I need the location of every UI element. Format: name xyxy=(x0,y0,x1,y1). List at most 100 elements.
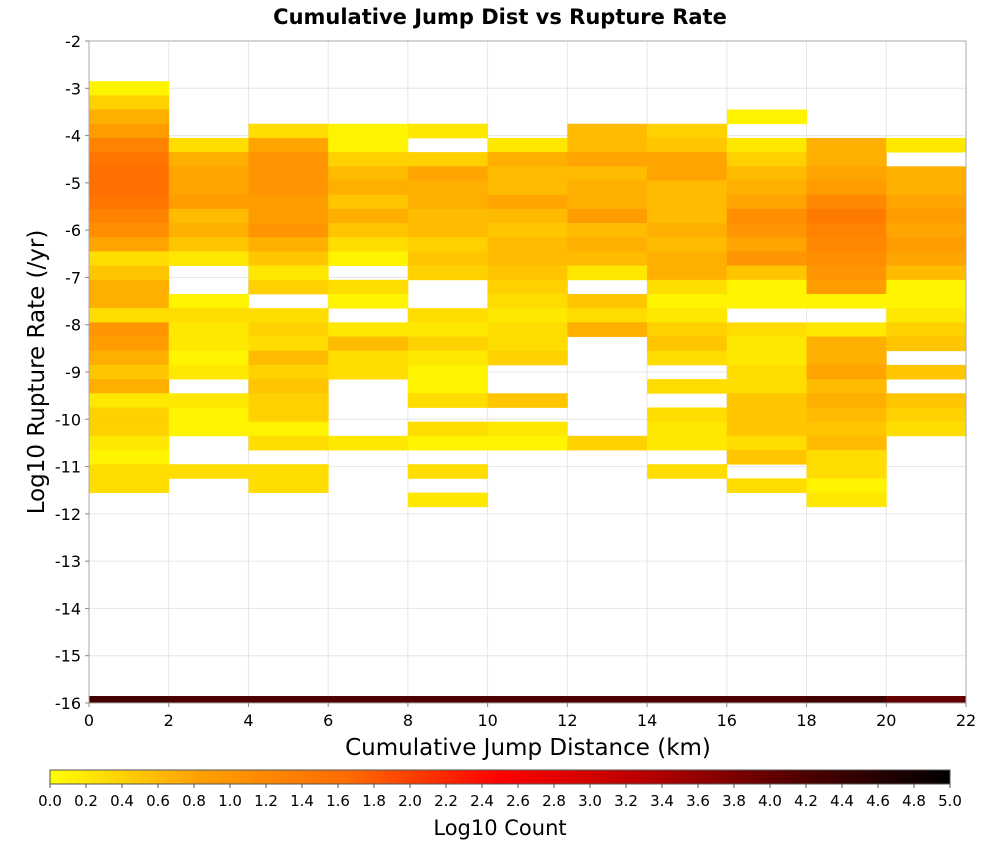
heatmap-cell xyxy=(487,293,568,309)
heatmap-cell xyxy=(487,421,568,437)
x-axis-label: Cumulative Jump Distance (km) xyxy=(345,735,711,761)
heatmap-cell xyxy=(168,180,249,196)
heatmap-cell xyxy=(328,435,409,451)
heatmap-cell xyxy=(328,123,409,139)
colorbar-tick-label: 0.4 xyxy=(110,792,134,810)
heatmap-cell xyxy=(248,379,329,394)
x-tick-label: 6 xyxy=(323,711,333,730)
heatmap-cell xyxy=(806,336,887,352)
colorbar-tick-label: 1.0 xyxy=(218,792,242,810)
heatmap-cell xyxy=(168,393,249,408)
heatmap-cell xyxy=(806,393,887,408)
heatmap-cell xyxy=(89,478,170,493)
colorbar-tick-label: 0.0 xyxy=(38,792,62,810)
heatmap-cell xyxy=(89,251,170,267)
heatmap-cell xyxy=(567,180,648,196)
y-tick-label: -11 xyxy=(55,458,81,477)
heatmap-cell xyxy=(567,308,648,323)
heatmap-cell xyxy=(806,223,887,238)
heatmap-cell xyxy=(328,237,409,252)
heatmap-cell xyxy=(407,421,489,437)
heatmap-cell xyxy=(647,322,728,337)
heatmap-cell xyxy=(248,152,329,167)
heatmap-cell xyxy=(248,336,329,352)
heatmap-cell xyxy=(647,223,728,238)
heatmap-cell xyxy=(328,364,409,380)
heatmap-cell xyxy=(647,251,728,267)
heatmap-cell xyxy=(886,322,967,337)
heatmap-cell xyxy=(248,421,329,437)
heatmap-cell xyxy=(248,322,329,337)
heatmap-cell xyxy=(89,293,170,309)
heatmap-cell xyxy=(248,279,329,295)
heatmap-cell xyxy=(89,152,170,167)
heatmap-cell xyxy=(806,293,887,309)
y-axis-ticks: -2 -3 -4 -5 -6 -7 -8 -9 -10 -11 -12 -13 -14 -15 -16 xyxy=(55,32,89,713)
heatmap-cell xyxy=(328,152,409,167)
heatmap-cell xyxy=(89,308,170,323)
heatmap-cell xyxy=(806,208,887,224)
y-tick-label: -3 xyxy=(65,79,81,98)
heatmap-cell xyxy=(248,407,329,423)
heatmap-cell xyxy=(806,152,887,167)
heatmap-cell xyxy=(407,194,489,210)
heatmap-cell xyxy=(328,696,409,703)
heatmap-cell xyxy=(886,180,967,196)
heatmap-cell xyxy=(726,364,807,380)
heatmap-cell xyxy=(647,308,728,323)
heatmap-cell xyxy=(89,350,170,366)
heatmap-cell xyxy=(726,237,807,252)
colorbar-tick-label: 2.2 xyxy=(434,792,458,810)
x-tick-label: 2 xyxy=(164,711,174,730)
heatmap-cell xyxy=(487,166,568,181)
heatmap-cell xyxy=(806,350,887,366)
heatmap-cell xyxy=(806,194,887,210)
heatmap-cell xyxy=(89,194,170,210)
heatmap-cell xyxy=(726,379,807,394)
heatmap-cell xyxy=(726,279,807,295)
heatmap-cell xyxy=(407,393,489,408)
heatmap-cell xyxy=(886,393,967,408)
heatmap-cell xyxy=(726,450,807,465)
heatmap-cell xyxy=(567,166,648,181)
heatmap-cell xyxy=(407,223,489,238)
heatmap-cell xyxy=(89,407,170,423)
heatmap-cell xyxy=(647,379,728,394)
heatmap-cell xyxy=(726,478,807,493)
x-axis-ticks: 0 2 4 6 8 10 12 14 16 18 20 22 xyxy=(84,703,976,730)
heatmap-cell xyxy=(328,293,409,309)
heatmap-cell xyxy=(806,251,887,267)
x-tick-label: 18 xyxy=(796,711,816,730)
heatmap-cell xyxy=(328,336,409,352)
heatmap-cell xyxy=(806,166,887,181)
heatmap-cell xyxy=(328,194,409,210)
colorbar-tick-label: 1.2 xyxy=(254,792,278,810)
heatmap-cell xyxy=(487,322,568,337)
heatmap-cell xyxy=(886,137,967,153)
heatmap-cell xyxy=(407,696,489,703)
colorbar-tick-label: 4.6 xyxy=(866,792,890,810)
heatmap-cell xyxy=(248,208,329,224)
heatmap-cell xyxy=(248,364,329,380)
heatmap-cell xyxy=(407,251,489,267)
heatmap-cell xyxy=(487,237,568,252)
heatmap-cell xyxy=(248,478,329,493)
heatmap-cell xyxy=(248,464,329,479)
heatmap-cell xyxy=(248,123,329,139)
heatmap-cell xyxy=(168,251,249,267)
colorbar-ticks: 0.0 0.2 0.4 0.6 0.8 1.0 1.2 1.4 1.6 1.8 2.0 2.2 2.4 2… xyxy=(38,784,962,810)
heatmap-cell xyxy=(487,152,568,167)
x-tick-label: 10 xyxy=(477,711,497,730)
heatmap-cells xyxy=(89,81,967,703)
heatmap-cell xyxy=(487,180,568,196)
heatmap-cell xyxy=(248,166,329,181)
heatmap-cell xyxy=(328,208,409,224)
heatmap-cell xyxy=(407,166,489,181)
heatmap-cell xyxy=(328,279,409,295)
heatmap-cell xyxy=(886,696,967,703)
colorbar-tick-label: 5.0 xyxy=(938,792,962,810)
heatmap-cell xyxy=(89,279,170,295)
heatmap-cell xyxy=(487,194,568,210)
heatmap-cell xyxy=(886,265,967,281)
heatmap-cell xyxy=(647,265,728,281)
